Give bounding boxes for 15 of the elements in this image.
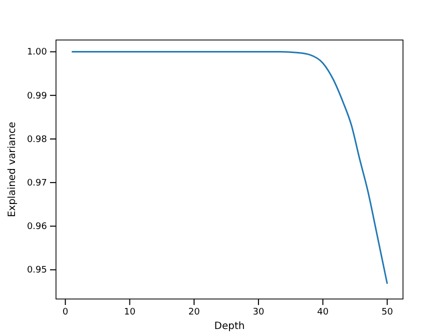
x-tick-label: 50 [382,307,394,318]
line-series [71,51,388,284]
x-axis-title: Depth [214,321,245,332]
y-tick-label: 0.99 [26,91,48,102]
y-axis-title: Explained variance [7,122,18,218]
y-tick-label: 1.00 [26,48,48,58]
x-tick-label: 10 [124,307,136,318]
x-tick-label: 40 [317,307,329,318]
y-tick-label: 0.95 [26,266,47,276]
x-tick-label: 0 [62,307,68,318]
y-tick-label: 0.98 [26,134,48,145]
y-tick-label: 0.97 [26,178,47,188]
y-tick-label: 0.96 [26,222,48,232]
x-tick-label: 20 [188,307,200,318]
x-tick-label: 30 [252,307,264,318]
